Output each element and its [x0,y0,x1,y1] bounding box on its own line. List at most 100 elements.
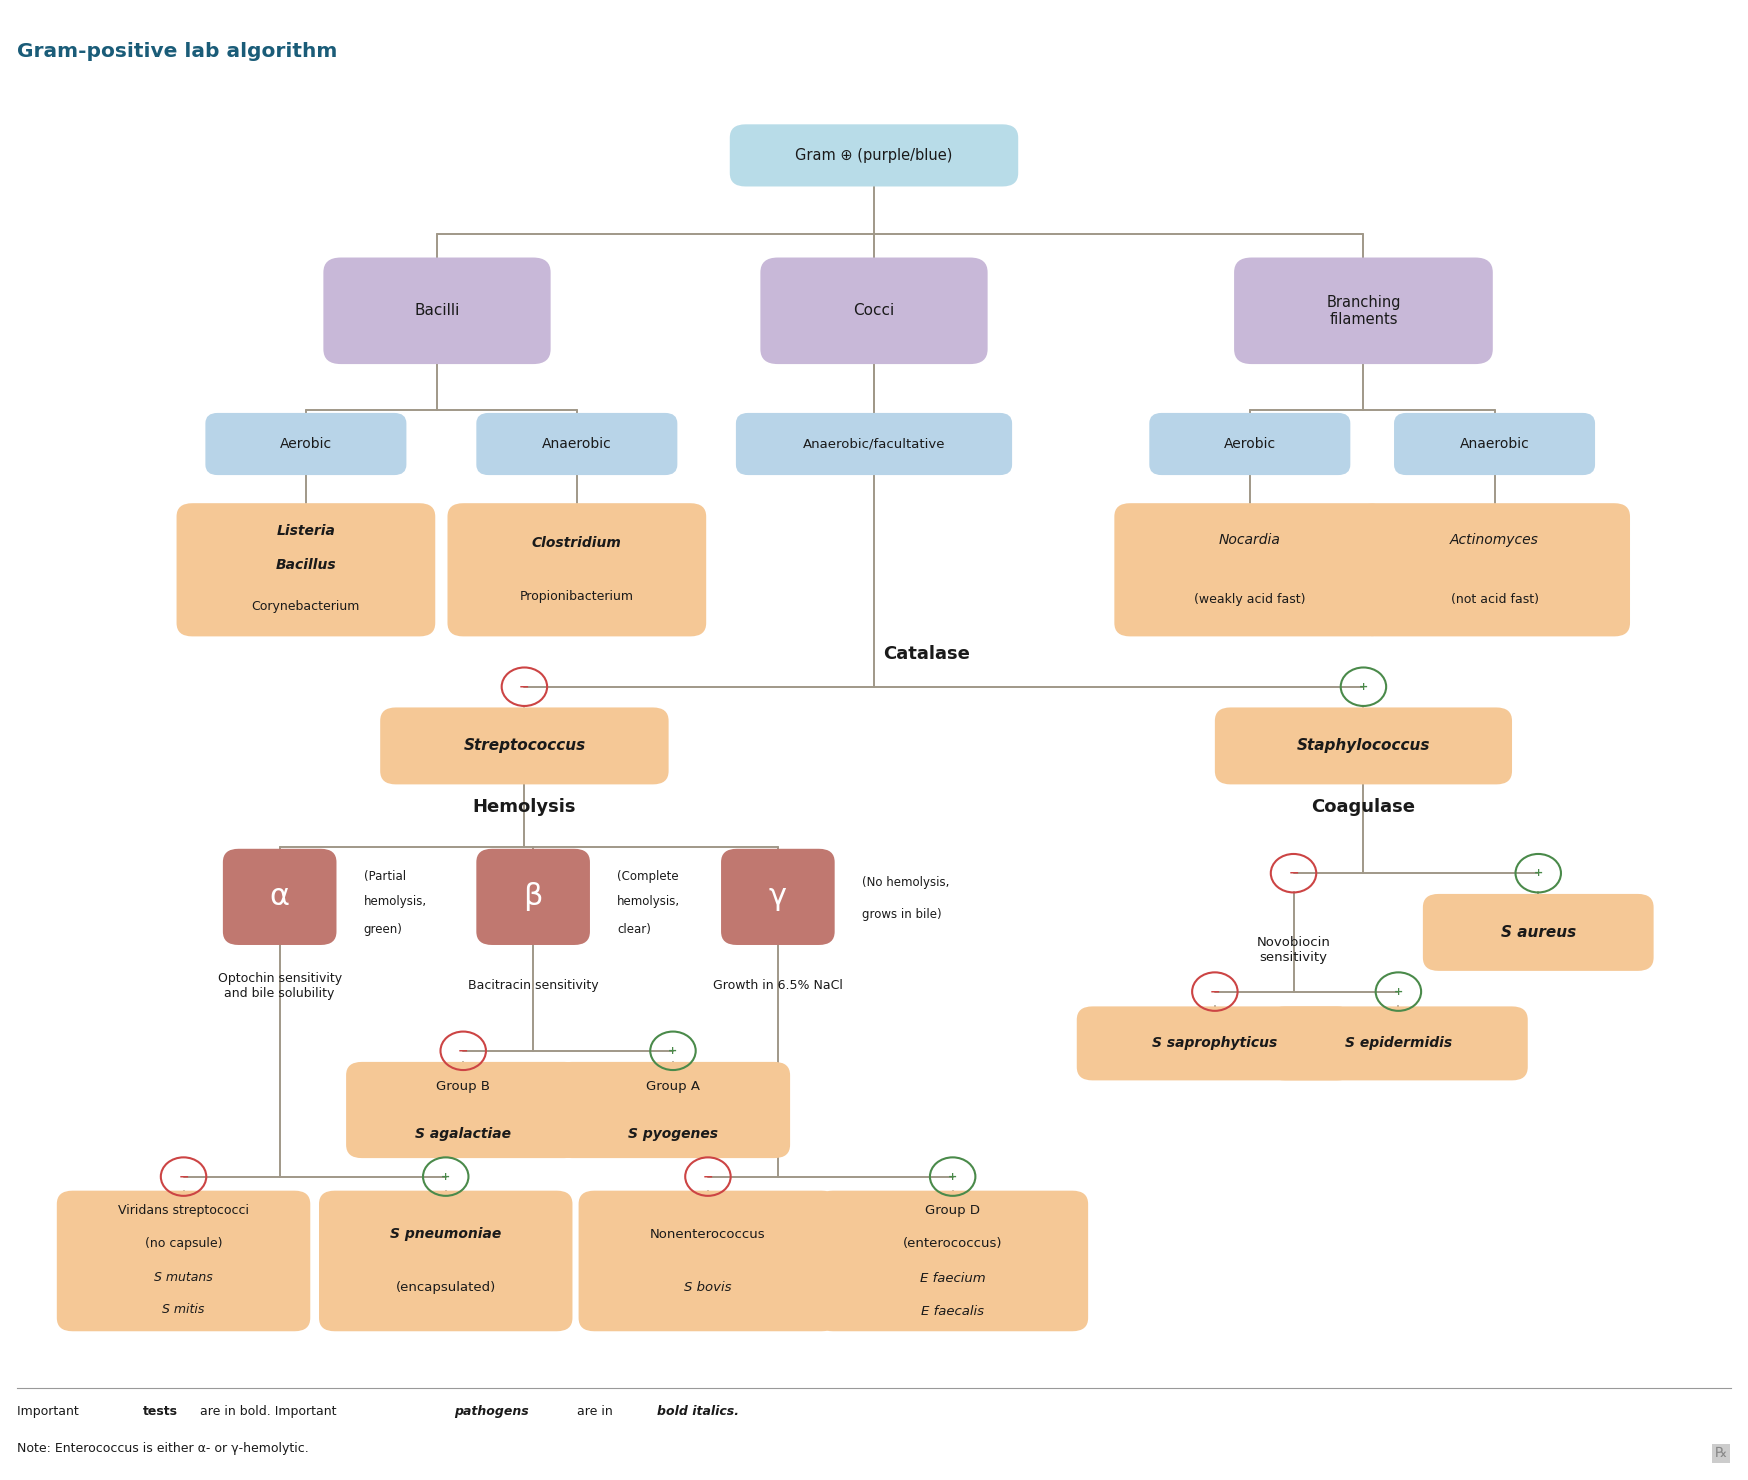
Text: S bovis: S bovis [683,1282,732,1294]
Text: Viridans streptococci: Viridans streptococci [119,1205,248,1217]
Text: β: β [523,882,544,912]
FancyBboxPatch shape [56,1190,311,1332]
FancyBboxPatch shape [579,1190,837,1332]
Text: Anaerobic: Anaerobic [542,437,612,451]
FancyBboxPatch shape [475,848,589,946]
Text: Bacilli: Bacilli [414,303,460,318]
Text: hemolysis,: hemolysis, [617,895,680,907]
Text: ℞: ℞ [1715,1446,1727,1461]
FancyBboxPatch shape [818,1190,1087,1332]
Text: Group D: Group D [925,1205,981,1217]
Text: grows in bile): grows in bile) [862,909,942,921]
Text: (No hemolysis,: (No hemolysis, [862,876,949,888]
Text: Group B: Group B [437,1080,489,1092]
Text: (weakly acid fast): (weakly acid fast) [1194,593,1306,605]
Text: −: − [178,1171,189,1183]
Text: +: + [1358,682,1369,691]
Text: Bacillus: Bacillus [276,558,336,573]
Text: α: α [269,882,290,912]
Text: S saprophyticus: S saprophyticus [1152,1036,1278,1051]
Text: −: − [458,1045,468,1057]
Text: tests: tests [143,1406,178,1418]
Text: clear): clear) [617,924,650,935]
Text: Novobiocin
sensitivity: Novobiocin sensitivity [1257,937,1330,963]
Text: Corynebacterium: Corynebacterium [252,601,360,613]
FancyBboxPatch shape [1395,413,1594,475]
FancyBboxPatch shape [1115,503,1384,636]
FancyBboxPatch shape [731,124,1017,186]
Text: +: + [1533,869,1543,878]
Text: −: − [703,1171,713,1183]
FancyBboxPatch shape [1360,503,1629,636]
Text: −: − [519,681,530,693]
Text: E faecium: E faecium [919,1273,986,1285]
Text: Bacitracin sensitivity: Bacitracin sensitivity [468,980,598,992]
Text: (no capsule): (no capsule) [145,1237,222,1249]
FancyBboxPatch shape [1269,1006,1528,1080]
FancyBboxPatch shape [379,707,668,784]
FancyBboxPatch shape [447,503,706,636]
Text: Growth in 6.5% NaCl: Growth in 6.5% NaCl [713,980,843,992]
Text: Catalase: Catalase [883,645,970,663]
Text: Hemolysis: Hemolysis [472,798,577,815]
FancyBboxPatch shape [760,258,988,364]
Text: (Complete: (Complete [617,870,678,882]
Text: green): green) [364,924,402,935]
FancyBboxPatch shape [177,503,435,636]
Text: −: − [1210,986,1220,998]
Text: Anaerobic/facultative: Anaerobic/facultative [802,438,946,450]
Text: Aerobic: Aerobic [280,437,332,451]
Text: Important: Important [17,1406,84,1418]
Text: Gram-positive lab algorithm: Gram-positive lab algorithm [17,43,337,61]
FancyBboxPatch shape [1077,1006,1353,1080]
Text: (encapsulated): (encapsulated) [395,1282,496,1294]
FancyBboxPatch shape [1423,894,1654,971]
Text: hemolysis,: hemolysis, [364,895,427,907]
FancyBboxPatch shape [1215,707,1512,784]
Text: S aureus: S aureus [1500,925,1577,940]
FancyBboxPatch shape [346,1063,580,1157]
Text: E faecalis: E faecalis [921,1305,984,1317]
Text: Group A: Group A [647,1080,699,1092]
Text: (enterococcus): (enterococcus) [904,1237,1002,1249]
Text: S mitis: S mitis [163,1304,205,1316]
Text: Nonenterococcus: Nonenterococcus [650,1228,766,1240]
Text: Actinomyces: Actinomyces [1451,533,1538,548]
Text: S agalactiae: S agalactiae [416,1126,510,1141]
FancyBboxPatch shape [224,848,336,946]
FancyBboxPatch shape [475,413,678,475]
Text: (Partial: (Partial [364,870,406,882]
Text: (not acid fast): (not acid fast) [1451,593,1538,605]
Text: Cocci: Cocci [853,303,895,318]
Text: −: − [1288,867,1299,879]
Text: bold italics.: bold italics. [657,1406,739,1418]
Text: Nocardia: Nocardia [1218,533,1281,548]
Text: Anaerobic: Anaerobic [1460,437,1530,451]
Text: +: + [947,1172,958,1181]
FancyBboxPatch shape [1150,413,1349,475]
Text: are in: are in [573,1406,617,1418]
Text: Streptococcus: Streptococcus [463,739,586,753]
FancyBboxPatch shape [1234,258,1493,364]
Text: S pyogenes: S pyogenes [628,1126,718,1141]
Text: Coagulase: Coagulase [1311,798,1416,815]
Text: Propionibacterium: Propionibacterium [519,591,635,602]
Text: are in bold. Important: are in bold. Important [196,1406,341,1418]
Text: Branching
filaments: Branching filaments [1327,295,1400,327]
Text: Aerobic: Aerobic [1224,437,1276,451]
Text: +: + [440,1172,451,1181]
FancyBboxPatch shape [720,848,836,946]
Text: +: + [668,1046,678,1055]
FancyBboxPatch shape [556,1063,790,1157]
FancyBboxPatch shape [206,413,406,475]
Text: +: + [1393,987,1404,996]
FancyBboxPatch shape [323,258,551,364]
Text: Gram ⊕ (purple/blue): Gram ⊕ (purple/blue) [795,148,953,163]
Text: Staphylococcus: Staphylococcus [1297,739,1430,753]
Text: Note: Enterococcus is either α- or γ-hemolytic.: Note: Enterococcus is either α- or γ-hem… [17,1443,309,1455]
Text: γ: γ [769,882,787,912]
Text: Optochin sensitivity
and bile solubility: Optochin sensitivity and bile solubility [217,972,343,999]
Text: S mutans: S mutans [154,1271,213,1283]
Text: S epidermidis: S epidermidis [1344,1036,1453,1051]
Text: S pneumoniae: S pneumoniae [390,1227,502,1242]
